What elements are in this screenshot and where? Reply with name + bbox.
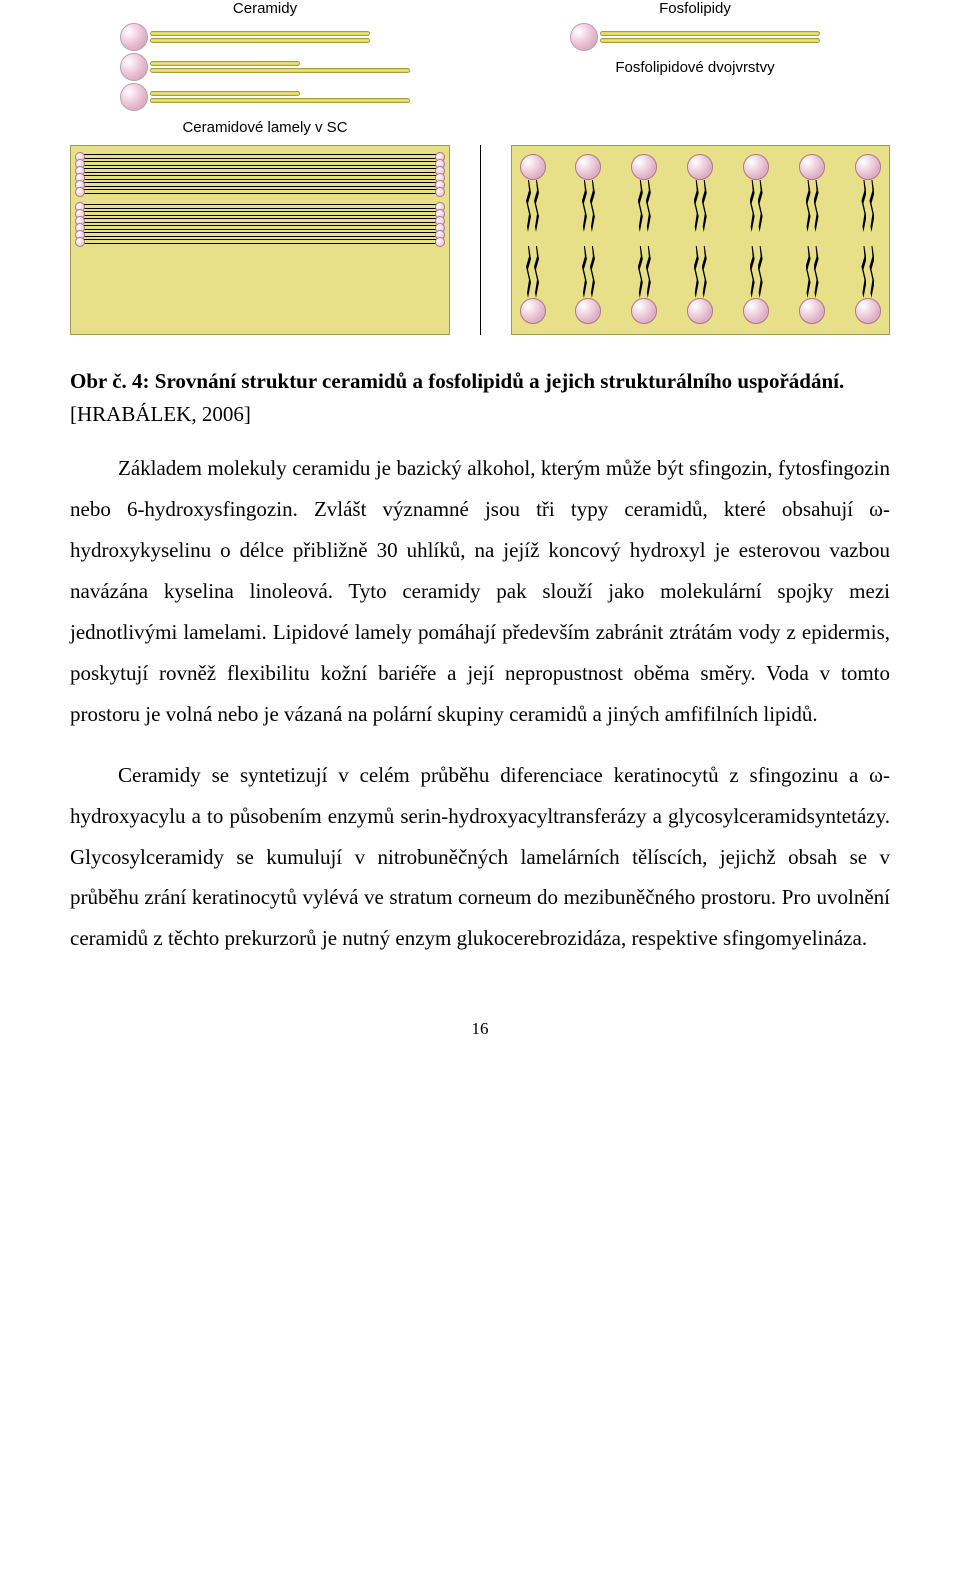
panel-ceramid-lamely [70, 145, 450, 335]
figure-comparison: Ceramidy Ceramidové lamely v SC Fosfol [70, 0, 890, 335]
figure-col-ceramidy: Ceramidy Ceramidové lamely v SC [70, 0, 460, 137]
panel-fosfo-bilayer [511, 145, 891, 335]
panel-divider [480, 145, 481, 335]
lipid-item [570, 23, 820, 51]
lipid-head-icon [570, 23, 598, 51]
label-ceramidy: Ceramidy [233, 0, 297, 17]
caption-label: Obr č. 4: [70, 369, 150, 393]
caption-text: Srovnání struktur ceramidů a fosfolipidů… [155, 369, 844, 393]
label-fosfo-dvoj: Fosfolipidové dvojvrstvy [615, 59, 774, 77]
figure-caption: Obr č. 4: Srovnání struktur ceramidů a f… [70, 365, 890, 430]
lamella-stack [79, 154, 441, 194]
page-number: 16 [70, 1019, 890, 1039]
ceramid-items [120, 21, 410, 113]
figure-panel-row [70, 145, 890, 335]
lipid-head-icon [120, 53, 148, 81]
label-fosfolipidy: Fosfolipidy [659, 0, 731, 17]
lamella-stack [79, 204, 441, 244]
lipid-item [120, 23, 410, 51]
paragraph-2: Ceramidy se syntetizují v celém průběhu … [70, 755, 890, 960]
figure-top-row: Ceramidy Ceramidové lamely v SC Fosfol [70, 0, 890, 137]
lipid-item [120, 83, 410, 111]
caption-ref: [HRABÁLEK, 2006] [70, 402, 251, 426]
fosfolipid-items [570, 21, 820, 53]
bilayer-diagram [520, 154, 882, 324]
lipid-head-icon [120, 83, 148, 111]
lipid-head-icon [120, 23, 148, 51]
paragraph-1: Základem molekuly ceramidu je bazický al… [70, 448, 890, 735]
figure-col-fosfolipidy: Fosfolipidy Fosfolipidové dvojvrstvy [500, 0, 890, 77]
lipid-item [120, 53, 410, 81]
label-ceram-lamely: Ceramidové lamely v SC [182, 119, 347, 137]
